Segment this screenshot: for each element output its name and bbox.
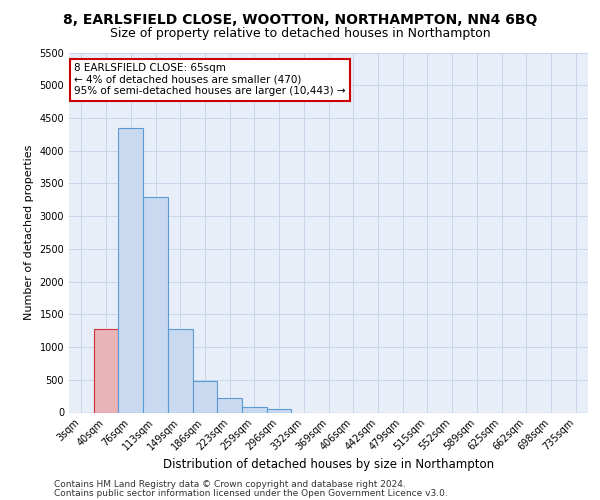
Bar — [217, 398, 242, 412]
Bar — [143, 196, 168, 412]
Text: Contains public sector information licensed under the Open Government Licence v3: Contains public sector information licen… — [54, 488, 448, 498]
Text: Contains HM Land Registry data © Crown copyright and database right 2024.: Contains HM Land Registry data © Crown c… — [54, 480, 406, 489]
Text: 8, EARLSFIELD CLOSE, WOOTTON, NORTHAMPTON, NN4 6BQ: 8, EARLSFIELD CLOSE, WOOTTON, NORTHAMPTO… — [63, 12, 537, 26]
Bar — [242, 406, 267, 412]
Bar — [94, 330, 118, 412]
Y-axis label: Number of detached properties: Number of detached properties — [24, 145, 34, 320]
Bar — [193, 381, 217, 412]
Text: Size of property relative to detached houses in Northampton: Size of property relative to detached ho… — [110, 28, 490, 40]
Bar — [168, 330, 193, 412]
Bar — [267, 409, 292, 412]
Bar — [118, 128, 143, 412]
Text: 8 EARLSFIELD CLOSE: 65sqm
← 4% of detached houses are smaller (470)
95% of semi-: 8 EARLSFIELD CLOSE: 65sqm ← 4% of detach… — [74, 64, 346, 96]
X-axis label: Distribution of detached houses by size in Northampton: Distribution of detached houses by size … — [163, 458, 494, 471]
